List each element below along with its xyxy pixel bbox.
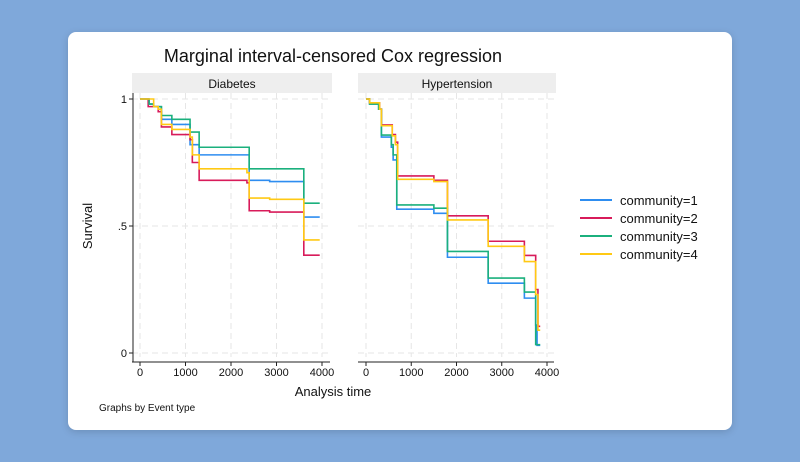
series-line-community-2: [140, 98, 320, 257]
x-tick-label: 1000: [173, 367, 197, 379]
legend: community=1 community=2 community=3 communi…: [580, 193, 698, 262]
chart-card: [68, 32, 732, 430]
note-text: Graphs by Event type: [99, 403, 196, 414]
panel-hypertension: Hypertension 0 1000 2000 3000 4000: [358, 73, 559, 379]
panel-label: Hypertension: [422, 77, 493, 91]
y-tick-label: 1: [121, 94, 127, 106]
y-axis-label: Survival: [80, 203, 95, 249]
legend-item: community=3: [580, 229, 698, 244]
x-tick-label: 4000: [535, 367, 559, 379]
panel-header: [358, 73, 556, 93]
panel-label: Diabetes: [208, 77, 255, 91]
series-line-community-3: [366, 98, 541, 346]
y-tick-label: .5: [118, 221, 127, 233]
legend-item: community=4: [580, 247, 698, 262]
legend-label: community=1: [620, 193, 698, 208]
x-tick-label: 0: [363, 367, 369, 379]
x-tick-label: 3000: [264, 367, 288, 379]
series-line-community-3: [140, 98, 320, 204]
series-line-community-4: [366, 98, 541, 331]
x-tick-label: 4000: [310, 367, 334, 379]
legend-label: community=4: [620, 247, 698, 262]
x-tick-label: 3000: [490, 367, 514, 379]
x-tick-label: 0: [137, 367, 143, 379]
legend-label: community=2: [620, 211, 698, 226]
x-tick-label: 2000: [444, 367, 468, 379]
x-axis-label: Analysis time: [295, 384, 372, 399]
panel-header: [132, 73, 332, 93]
legend-item: community=2: [580, 211, 698, 226]
series-line-community-4: [140, 98, 320, 241]
x-tick-label: 1000: [399, 367, 423, 379]
legend-label: community=3: [620, 229, 698, 244]
y-tick-label: 0: [121, 348, 127, 360]
panel-diabetes: Diabetes 0 1000 2000 3000 4000 0 .5 1: [118, 73, 334, 379]
legend-item: community=1: [580, 193, 698, 208]
x-tick-label: 2000: [219, 367, 243, 379]
chart-title: Marginal interval-censored Cox regressio…: [164, 46, 502, 66]
